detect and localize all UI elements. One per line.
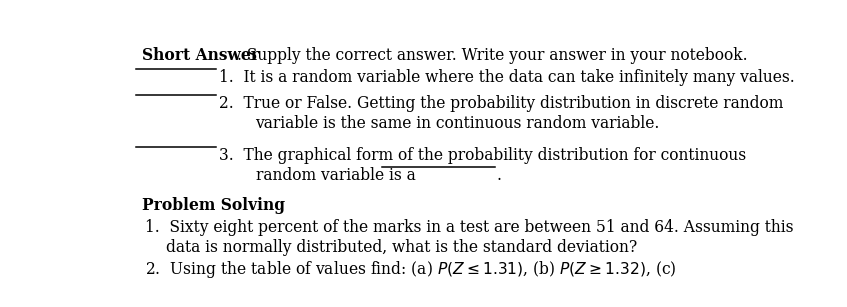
- Text: 2.  True or False. Getting the probability distribution in discrete random: 2. True or False. Getting the probabilit…: [219, 95, 783, 112]
- Text: 2.  Using the table of values find: (a) $\mathit{P}(\mathit{Z} \leq 1.31)$, (b) : 2. Using the table of values find: (a) $…: [146, 259, 677, 280]
- Text: 1.  It is a random variable where the data can take infinitely many values.: 1. It is a random variable where the dat…: [219, 69, 794, 86]
- Text: variable is the same in continuous random variable.: variable is the same in continuous rando…: [256, 115, 660, 132]
- Text: data is normally distributed, what is the standard deviation?: data is normally distributed, what is th…: [166, 239, 638, 256]
- Text: . Supply the correct answer. Write your answer in your notebook.: . Supply the correct answer. Write your …: [236, 48, 747, 64]
- Text: 3.  The graphical form of the probability distribution for continuous: 3. The graphical form of the probability…: [219, 147, 746, 164]
- Text: Problem Solving: Problem Solving: [142, 197, 285, 214]
- Text: random variable is a: random variable is a: [256, 167, 415, 184]
- Text: 1.  Sixty eight percent of the marks in a test are between 51 and 64. Assuming t: 1. Sixty eight percent of the marks in a…: [146, 219, 794, 236]
- Text: .: .: [496, 167, 501, 184]
- Text: Short Answer: Short Answer: [142, 48, 259, 64]
